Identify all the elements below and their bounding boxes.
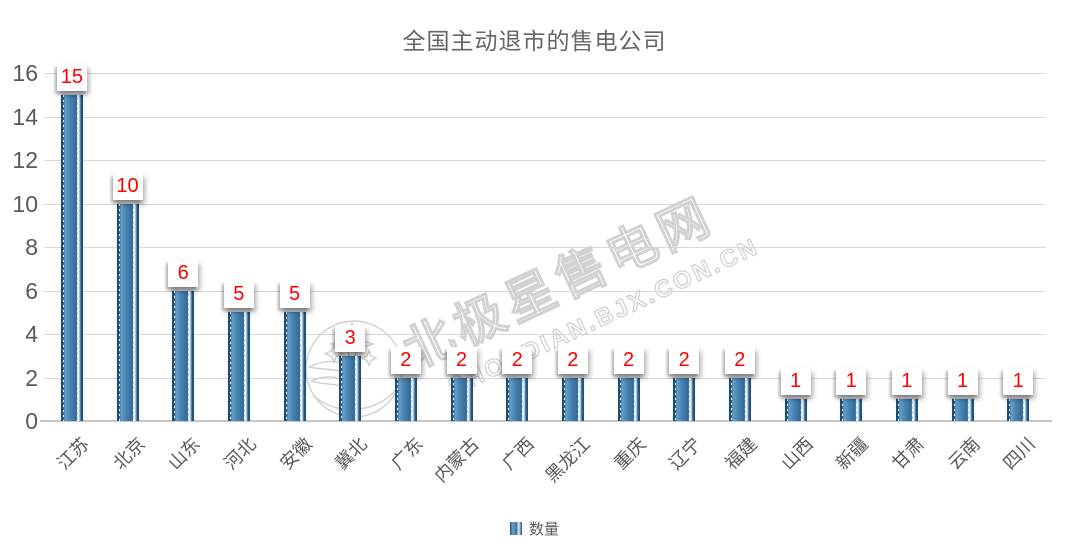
data-label: 2 — [446, 346, 477, 374]
x-axis-label: 山东 — [164, 433, 205, 474]
x-axis-line — [40, 420, 1052, 422]
bar — [1007, 399, 1030, 421]
y-axis-tick-label: 0 — [25, 408, 38, 434]
bar — [283, 312, 306, 421]
gridline — [44, 116, 1046, 118]
x-axis-label: 辽宁 — [665, 433, 706, 474]
data-label: 2 — [557, 346, 588, 374]
data-label: 1 — [947, 368, 978, 396]
data-label: 2 — [390, 346, 421, 374]
data-label: 6 — [168, 259, 199, 287]
data-label: 2 — [724, 346, 755, 374]
x-axis-label: 江苏 — [53, 433, 93, 474]
x-axis-label: 广西 — [498, 433, 539, 474]
gridline — [44, 290, 1046, 292]
data-label: 2 — [502, 346, 533, 374]
data-label: 10 — [112, 172, 143, 200]
bar — [450, 377, 473, 421]
x-axis-label: 冀北 — [331, 433, 372, 474]
bar — [840, 399, 863, 421]
y-axis-tick-label: 4 — [25, 321, 38, 347]
x-axis-label: 福建 — [721, 433, 761, 474]
data-label: 5 — [279, 281, 310, 309]
data-label: 1 — [1003, 368, 1034, 396]
x-axis-label: 广东 — [387, 433, 427, 474]
legend: 数量 — [0, 511, 1069, 545]
y-axis-tick-label: 8 — [25, 234, 38, 260]
x-axis-label: 河北 — [220, 433, 260, 474]
gridline — [44, 73, 1046, 74]
x-axis-label: 安徽 — [275, 433, 316, 474]
data-label: 1 — [891, 368, 922, 396]
data-label: 5 — [223, 281, 254, 309]
bar — [728, 377, 751, 421]
data-label: 1 — [836, 368, 867, 396]
y-axis-tick-label: 6 — [25, 277, 38, 304]
x-axis-label: 四川 — [999, 433, 1040, 474]
y-axis-tick-label: 14 — [12, 103, 38, 130]
bar — [673, 377, 696, 421]
x-axis-label: 云南 — [943, 433, 984, 474]
data-label: 1 — [780, 368, 811, 396]
bar — [561, 377, 584, 421]
legend-label: 数量 — [528, 520, 559, 538]
gridline — [44, 247, 1046, 248]
x-axis-label: 甘肃 — [888, 433, 928, 474]
bar — [394, 377, 417, 421]
gridline — [44, 160, 1046, 161]
x-axis-label: 新疆 — [832, 433, 873, 474]
data-label: 3 — [335, 324, 366, 352]
y-axis-tick-label: 12 — [12, 147, 38, 173]
gridline — [44, 334, 1046, 335]
bar — [951, 399, 974, 421]
x-axis-label: 北京 — [108, 433, 149, 474]
legend-marker-icon — [509, 521, 522, 535]
x-axis-label: 重庆 — [609, 433, 650, 474]
plot-area — [44, 73, 1046, 421]
x-axis-label: 山西 — [776, 433, 817, 474]
data-label: 15 — [56, 63, 87, 91]
bar — [60, 94, 83, 422]
data-label: 2 — [669, 346, 700, 374]
y-axis-tick-label: 2 — [25, 364, 38, 391]
bar — [617, 377, 640, 421]
x-axis-label: 黑龙江 — [541, 433, 594, 487]
bar — [116, 203, 139, 421]
gridline — [44, 203, 1046, 205]
bar — [784, 399, 807, 421]
y-axis-tick-label: 16 — [12, 60, 38, 86]
chart-title: 全国主动退市的售电公司 — [402, 28, 667, 54]
bar — [506, 377, 529, 421]
x-axis-label: 内蒙古 — [430, 433, 483, 487]
data-label: 2 — [613, 346, 644, 374]
bar — [172, 290, 195, 421]
bar — [895, 399, 918, 421]
gridline — [44, 377, 1046, 379]
bar — [339, 355, 362, 422]
bar — [227, 312, 250, 421]
y-axis-tick-label: 10 — [12, 190, 38, 217]
